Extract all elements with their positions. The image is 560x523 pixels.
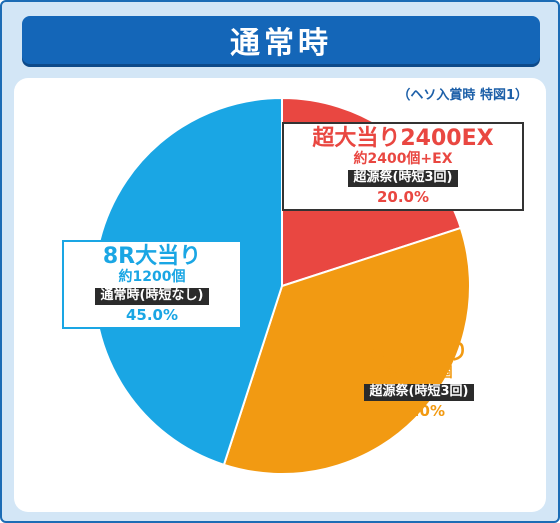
slice-label-1: 8R大当り 約1200個 超源祭(時短3回) 35.0% (334, 340, 504, 421)
slice-1-title: 8R大当り (369, 340, 469, 365)
slice-2-detail: 約1200個 (118, 269, 186, 286)
slice-0-mode: 超源祭(時短3回) (347, 170, 459, 188)
slice-0-detail: 約2400個+EX (353, 151, 453, 168)
slice-2-title: 8R大当り (102, 244, 202, 269)
pie-slice-1 (222, 226, 471, 475)
slice-label-0: 超大当り2400EX 約2400個+EX 超源祭(時短3回) 20.0% (282, 122, 524, 211)
slice-1-percent: 35.0% (392, 402, 446, 421)
slice-label-2: 8R大当り 約1200個 通常時(時短なし) 45.0% (62, 240, 242, 329)
slice-1-detail: 約1200個 (385, 365, 453, 382)
slice-0-title: 超大当り2400EX (312, 126, 494, 151)
chart-note: （ヘソ入賞時 特図1） (397, 88, 528, 103)
slice-2-percent: 45.0% (125, 306, 179, 325)
slice-0-percent: 20.0% (376, 188, 430, 207)
chart-panel: （ヘソ入賞時 特図1） 超大当り2400EX 約2400個+EX 超源祭(時短3… (14, 78, 546, 512)
slice-1-mode: 超源祭(時短3回) (363, 384, 475, 402)
slice-2-mode: 通常時(時短なし) (94, 288, 210, 306)
chart-title: 通常時 (22, 16, 540, 64)
